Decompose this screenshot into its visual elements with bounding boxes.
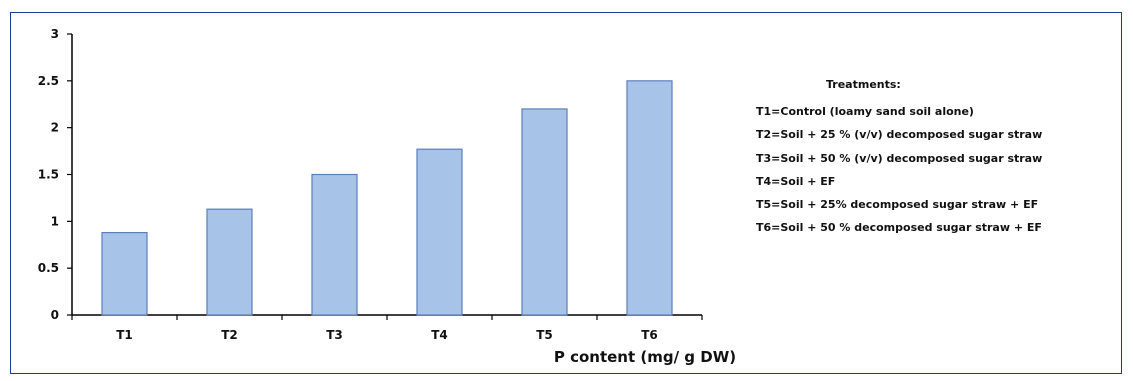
y-tick-label: 0 <box>51 308 59 322</box>
y-tick-label: 2.5 <box>38 74 59 88</box>
x-axis: T1 T2 T3 T4 T5 T6 <box>71 314 703 342</box>
legend-item: T5=Soil + 25% decomposed sugar straw + E… <box>756 198 1039 212</box>
bar-T4 <box>416 148 463 316</box>
legend-items: T1=Control (loamy sand soil alone) T2=Soi… <box>756 100 1126 240</box>
x-tick-label: T2 <box>221 328 238 342</box>
x-tick-label: T3 <box>326 328 343 342</box>
legend-item: T2=Soil + 25 % (v/v) decomposed sugar st… <box>756 128 1043 142</box>
x-tick-label: T4 <box>431 328 448 342</box>
y-tick-label: 0.5 <box>38 261 59 275</box>
x-tick-label: T5 <box>536 328 553 342</box>
chart-frame <box>10 12 1122 374</box>
bar-T3 <box>311 173 358 316</box>
y-tick-label: 2 <box>51 121 59 135</box>
y-tick-label: 1.5 <box>38 168 59 182</box>
legend-item: T6=Soil + 50 % decomposed sugar straw + … <box>756 221 1042 235</box>
legend-item: T4=Soil + EF <box>756 174 836 188</box>
bars <box>101 80 673 316</box>
y-tick-label: 1 <box>51 214 59 228</box>
x-axis-title: P content (mg/ g DW) <box>554 348 736 366</box>
y-axis: 0 0.5 1 1.5 2 2.5 3 <box>38 27 73 322</box>
x-tick-label: T1 <box>116 328 133 342</box>
bar-T2 <box>206 208 253 316</box>
x-tick-label: T6 <box>641 328 658 342</box>
legend-item: T1=Control (loamy sand soil alone) <box>756 105 974 118</box>
legend-item: T3=Soil + 50 % (v/v) decomposed sugar st… <box>756 151 1043 165</box>
legend: Treatments: T1=Control (loamy sand soil … <box>756 78 1126 240</box>
bar-T6 <box>626 80 673 316</box>
bar-T1 <box>101 231 148 316</box>
y-tick-label: 3 <box>51 27 59 41</box>
bar-T5 <box>521 108 568 316</box>
legend-title: Treatments: <box>826 78 901 91</box>
